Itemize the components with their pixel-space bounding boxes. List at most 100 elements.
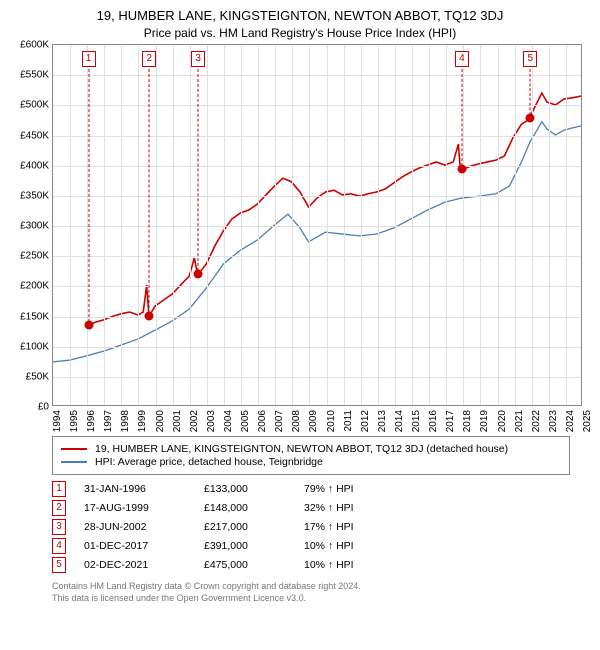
legend-item: HPI: Average price, detached house, Teig… [61,456,561,468]
gridline-vertical [190,45,191,405]
y-axis-tick-label: £450K [5,130,49,141]
transaction-delta: 79% ↑ HPI [304,483,414,495]
x-axis-tick-label: 2022 [531,410,549,432]
transaction-price: £391,000 [204,540,304,552]
transaction-marker-line [530,69,531,120]
x-axis-tick-label: 2017 [445,410,463,432]
transaction-price: £133,000 [204,483,304,495]
y-axis-tick-label: £50K [5,371,49,382]
x-axis-tick-label: 2021 [514,410,532,432]
gridline-horizontal [53,256,581,257]
x-axis-tick-label: 2024 [565,410,583,432]
transaction-index-box: 5 [52,557,66,573]
transaction-marker-line [198,69,199,276]
transaction-marker-box: 4 [455,51,469,67]
transaction-row: 502-DEC-2021£475,00010% ↑ HPI [52,557,570,573]
gridline-vertical [378,45,379,405]
x-axis-tick-label: 2003 [206,410,224,432]
transaction-marker-line [149,69,150,318]
gridline-vertical [532,45,533,405]
y-axis-tick-label: £300K [5,221,49,232]
x-axis-tick-label: 2016 [428,410,446,432]
transaction-date: 31-JAN-1996 [84,483,204,495]
transaction-row: 217-AUG-1999£148,00032% ↑ HPI [52,500,570,516]
gridline-vertical [515,45,516,405]
chart-subtitle: Price paid vs. HM Land Registry's House … [10,26,590,40]
gridline-horizontal [53,136,581,137]
x-axis-tick-label: 2014 [394,410,412,432]
x-axis-tick-label: 2009 [308,410,326,432]
transaction-row: 1 31-JAN-1996£133,00079% ↑ HPI [52,481,570,497]
y-axis-tick-label: £100K [5,341,49,352]
gridline-horizontal [53,75,581,76]
transaction-marker-box: 3 [191,51,205,67]
gridline-vertical [156,45,157,405]
gridline-vertical [327,45,328,405]
x-axis-tick-label: 2004 [223,410,241,432]
series-line [88,93,581,325]
x-axis-tick-label: 1994 [52,410,70,432]
transaction-index-box: 1 [52,481,66,497]
x-axis-tick-label: 2007 [274,410,292,432]
gridline-vertical [566,45,567,405]
x-axis-tick-label: 1999 [137,410,155,432]
x-axis-tick-label: 2001 [172,410,190,432]
transaction-delta: 32% ↑ HPI [304,502,414,514]
transaction-date: 28-JUN-2002 [84,521,204,533]
y-axis-tick-label: £400K [5,160,49,171]
gridline-vertical [138,45,139,405]
transaction-date: 02-DEC-2021 [84,559,204,571]
y-axis-tick-label: £200K [5,281,49,292]
gridline-vertical [173,45,174,405]
transaction-row: 328-JUN-2002£217,00017% ↑ HPI [52,519,570,535]
transaction-date: 17-AUG-1999 [84,502,204,514]
gridline-horizontal [53,166,581,167]
gridline-vertical [224,45,225,405]
x-axis-tick-label: 2012 [360,410,378,432]
gridline-horizontal [53,226,581,227]
y-axis-tick-label: £600K [5,40,49,51]
x-axis-tick-label: 2019 [479,410,497,432]
x-axis-tick-label: 1997 [103,410,121,432]
x-axis-tick-label: 2015 [411,410,429,432]
transaction-marker-line [461,69,462,171]
gridline-vertical [446,45,447,405]
x-axis-tick-label: 2000 [155,410,173,432]
y-axis-tick-label: £0 [5,402,49,413]
gridline-vertical [241,45,242,405]
gridline-vertical [309,45,310,405]
x-axis-tick-label: 2005 [240,410,258,432]
transaction-marker-dot [526,114,535,123]
transaction-delta: 17% ↑ HPI [304,521,414,533]
transaction-marker-dot [84,320,93,329]
transaction-index-box: 4 [52,538,66,554]
x-axis-tick-label: 2018 [462,410,480,432]
gridline-vertical [207,45,208,405]
chart-area: £0£50K£100K£150K£200K£250K£300K£350K£400… [52,44,582,424]
gridline-vertical [70,45,71,405]
x-axis-tick-label: 2002 [189,410,207,432]
legend-label: HPI: Average price, detached house, Teig… [95,456,323,468]
transaction-row: 401-DEC-2017£391,00010% ↑ HPI [52,538,570,554]
footer-attribution: Contains HM Land Registry data © Crown c… [52,581,570,604]
transaction-date: 01-DEC-2017 [84,540,204,552]
gridline-vertical [429,45,430,405]
transaction-marker-box: 5 [523,51,537,67]
gridline-vertical [104,45,105,405]
plot-region: £0£50K£100K£150K£200K£250K£300K£350K£400… [52,44,582,406]
line-series-svg [53,45,581,405]
gridline-vertical [549,45,550,405]
x-axis-tick-label: 2008 [291,410,309,432]
y-axis-tick-label: £550K [5,70,49,81]
transaction-marker-dot [457,165,466,174]
y-axis-tick-label: £500K [5,100,49,111]
legend-swatch [61,461,87,463]
y-axis-tick-label: £350K [5,190,49,201]
gridline-vertical [395,45,396,405]
gridline-horizontal [53,347,581,348]
gridline-vertical [258,45,259,405]
legend-item: 19, HUMBER LANE, KINGSTEIGNTON, NEWTON A… [61,443,561,455]
legend: 19, HUMBER LANE, KINGSTEIGNTON, NEWTON A… [52,436,570,475]
transaction-price: £475,000 [204,559,304,571]
x-axis-tick-label: 2011 [343,410,361,432]
